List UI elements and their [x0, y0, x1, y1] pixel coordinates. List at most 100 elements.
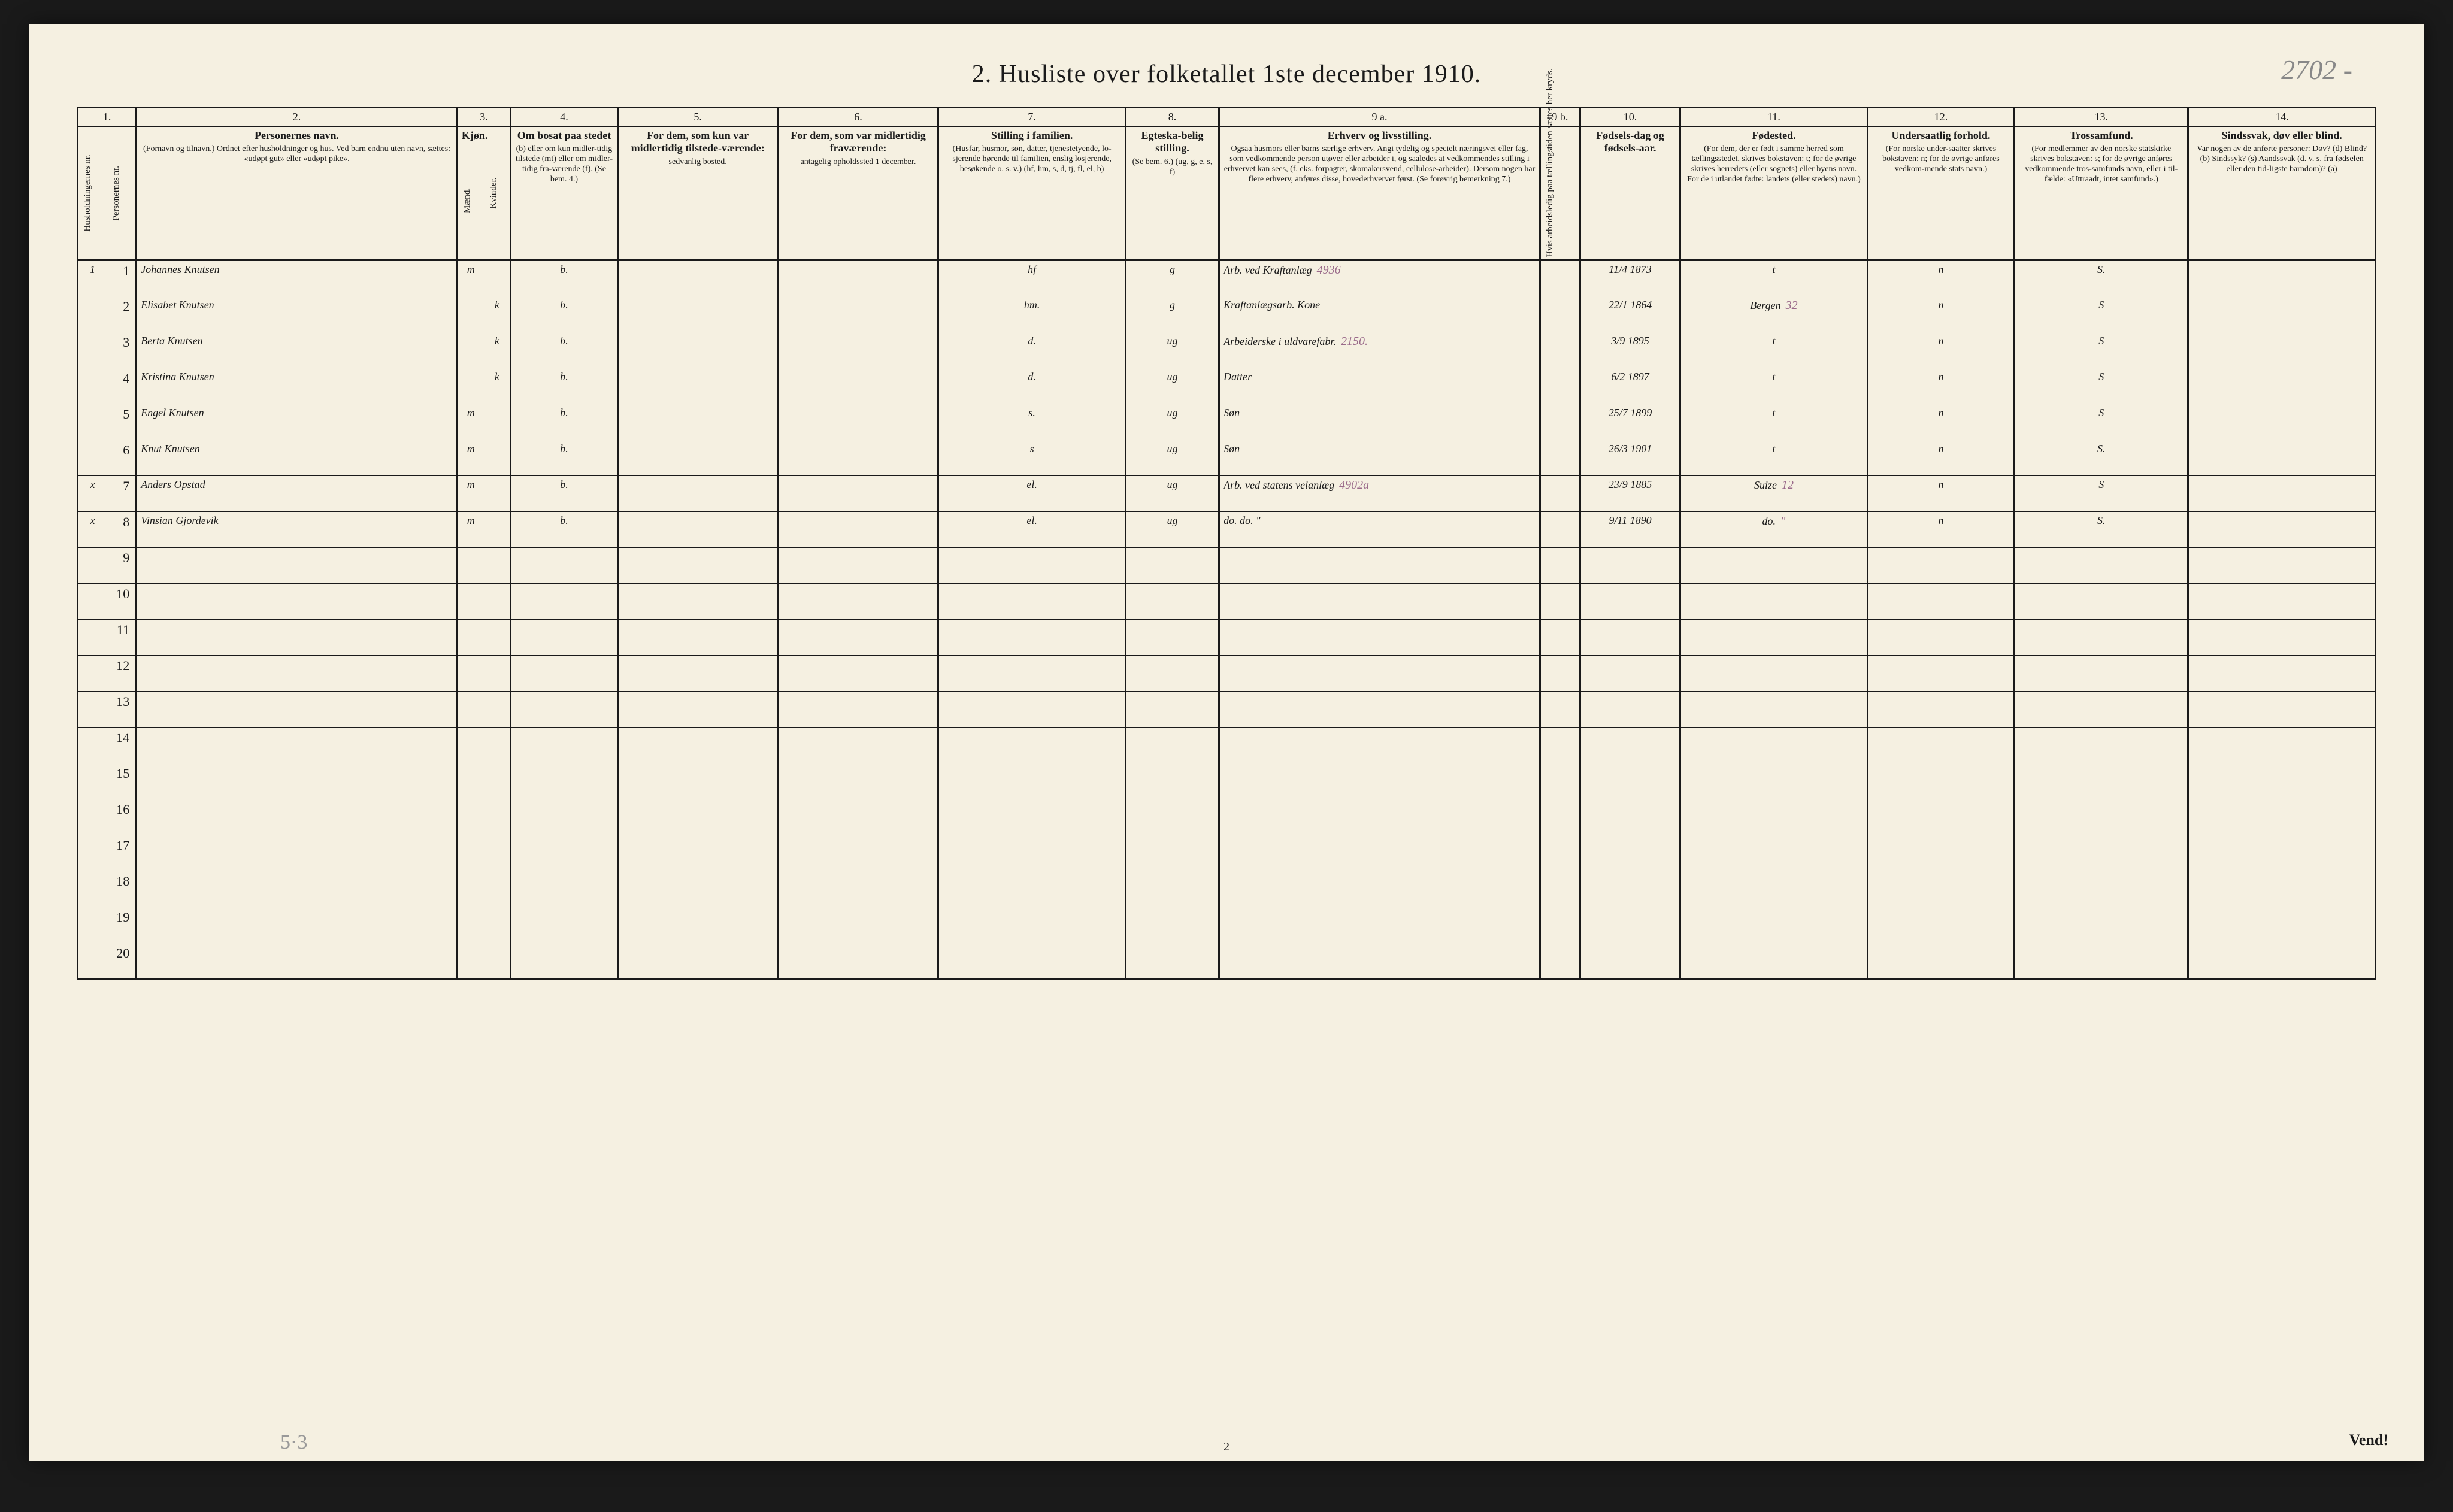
cell-sex-k — [484, 476, 511, 512]
cell-name — [137, 728, 458, 763]
cell-c9b — [1540, 907, 1580, 943]
colnum-2: 2. — [137, 108, 458, 127]
cell-c13 — [2015, 548, 2188, 584]
cell-c9b — [1540, 799, 1580, 835]
cell-c4: b. — [511, 404, 618, 440]
colnum-14: 14. — [2188, 108, 2376, 127]
cell-sex-m: m — [457, 476, 484, 512]
cell-c5 — [617, 548, 778, 584]
colhead-c9a: Erhverv og livsstilling. Ogsaa husmors e… — [1219, 126, 1540, 260]
cell-sex-m: m — [457, 404, 484, 440]
cell-c5 — [617, 835, 778, 871]
cell-c12: n — [1867, 440, 2015, 476]
cell-name — [137, 584, 458, 620]
page-number-handwritten: 2702 - — [2281, 54, 2352, 86]
cell-sex-m — [457, 368, 484, 404]
table-row: x 7 Anders Opstad m b. el. ug Arb. ved s… — [78, 476, 2376, 512]
cell-c9a — [1219, 728, 1540, 763]
cell-c5 — [617, 584, 778, 620]
cell-c6 — [778, 404, 938, 440]
cell-c6 — [778, 943, 938, 979]
cell-c14 — [2188, 943, 2376, 979]
cell-sex-k — [484, 404, 511, 440]
cell-c14 — [2188, 620, 2376, 656]
cell-c7: el. — [938, 512, 1125, 548]
cell-c14 — [2188, 368, 2376, 404]
cell-c9a — [1219, 548, 1540, 584]
table-row-blank: 13 — [78, 692, 2376, 728]
cell-sex-k — [484, 835, 511, 871]
cell-c12 — [1867, 907, 2015, 943]
colnum-10: 10. — [1580, 108, 1680, 127]
cell-sex-m — [457, 871, 484, 907]
cell-c10 — [1580, 656, 1680, 692]
cell-c9a: Søn — [1219, 440, 1540, 476]
cell-pn: 5 — [107, 404, 137, 440]
colhead-c13: Trossamfund. (For medlemmer av den norsk… — [2015, 126, 2188, 260]
table-row-blank: 19 — [78, 907, 2376, 943]
cell-c12 — [1867, 692, 2015, 728]
cell-c12 — [1867, 656, 2015, 692]
cell-c11 — [1680, 656, 1867, 692]
cell-c9a: Arbeiderske i uldvarefabr.2150. — [1219, 332, 1540, 368]
cell-c8 — [1125, 943, 1219, 979]
cell-sex-k — [484, 440, 511, 476]
cell-c13 — [2015, 692, 2188, 728]
cell-c5 — [617, 512, 778, 548]
cell-sex-m — [457, 835, 484, 871]
cell-hh — [78, 656, 107, 692]
cell-sex-k — [484, 871, 511, 907]
cell-name: Knut Knutsen — [137, 440, 458, 476]
cell-c10 — [1580, 584, 1680, 620]
cell-c9b — [1540, 656, 1580, 692]
cell-c6 — [778, 692, 938, 728]
cell-c14 — [2188, 584, 2376, 620]
cell-pn: 12 — [107, 656, 137, 692]
cell-c14 — [2188, 296, 2376, 332]
table-row: 5 Engel Knutsen m b. s. ug Søn 25/7 1899… — [78, 404, 2376, 440]
cell-c7 — [938, 943, 1125, 979]
cell-c9a — [1219, 835, 1540, 871]
cell-name — [137, 907, 458, 943]
colnum-1: 1. — [78, 108, 137, 127]
cell-c10 — [1580, 799, 1680, 835]
cell-c13 — [2015, 656, 2188, 692]
cell-c12 — [1867, 763, 2015, 799]
cell-c11 — [1680, 907, 1867, 943]
cell-c8: ug — [1125, 512, 1219, 548]
cell-c9a — [1219, 584, 1540, 620]
cell-c11: t — [1680, 368, 1867, 404]
cell-c13 — [2015, 799, 2188, 835]
cell-c9b — [1540, 512, 1580, 548]
cell-sex-k: k — [484, 296, 511, 332]
cell-c9a — [1219, 907, 1540, 943]
cell-c11: t — [1680, 260, 1867, 296]
cell-c11 — [1680, 871, 1867, 907]
cell-c13: S — [2015, 332, 2188, 368]
cell-hh — [78, 943, 107, 979]
cell-c8: g — [1125, 260, 1219, 296]
cell-c8 — [1125, 548, 1219, 584]
cell-c5 — [617, 620, 778, 656]
cell-c12: n — [1867, 260, 2015, 296]
cell-name — [137, 656, 458, 692]
cell-c4 — [511, 799, 618, 835]
cell-c6 — [778, 476, 938, 512]
cell-c6 — [778, 763, 938, 799]
cell-c4 — [511, 656, 618, 692]
cell-c13 — [2015, 835, 2188, 871]
colnum-9a: 9 a. — [1219, 108, 1540, 127]
table-body: 1 1 Johannes Knutsen m b. hf g Arb. ved … — [78, 260, 2376, 979]
cell-sex-k — [484, 692, 511, 728]
cell-c4 — [511, 943, 618, 979]
cell-pn: 1 — [107, 260, 137, 296]
cell-name: Berta Knutsen — [137, 332, 458, 368]
cell-pn: 10 — [107, 584, 137, 620]
cell-c7 — [938, 728, 1125, 763]
cell-c10: 9/11 1890 — [1580, 512, 1680, 548]
cell-c9b — [1540, 260, 1580, 296]
cell-c8 — [1125, 620, 1219, 656]
colnum-5: 5. — [617, 108, 778, 127]
cell-c12: n — [1867, 368, 2015, 404]
cell-hh — [78, 728, 107, 763]
